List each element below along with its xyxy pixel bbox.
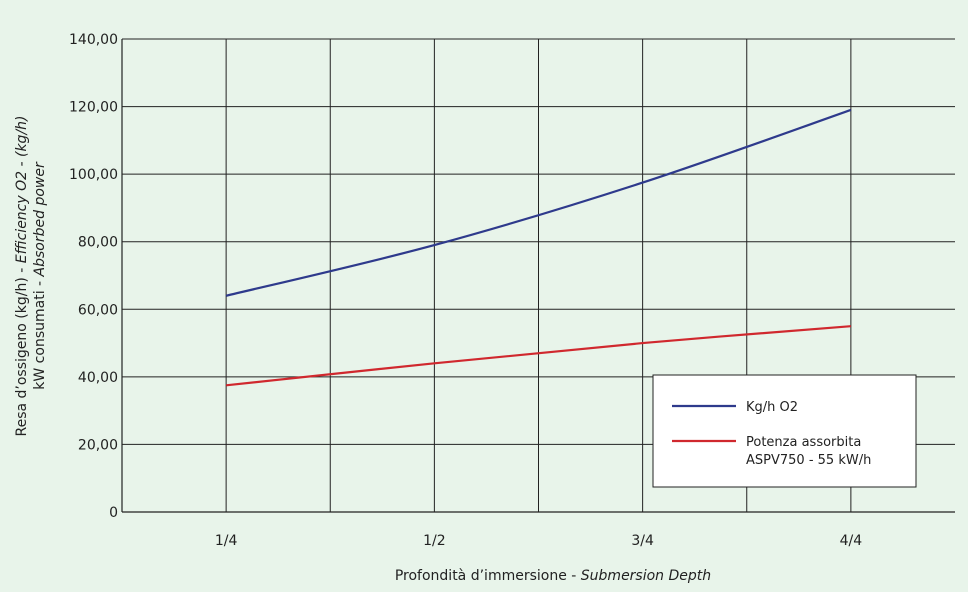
y-tick-label: 60,00 [78, 302, 118, 318]
y-tick-label: 80,00 [78, 235, 118, 251]
legend-label-power-line2: ASPV750 - 55 kW/h [746, 453, 871, 468]
y-axis-title-line1: Resa d’ossigeno (kg/h) - Efficiency O2 -… [14, 116, 30, 437]
y-axis-title-line1-italic: Efficiency O2 - (kg/h) [14, 116, 30, 264]
x-axis-title: Profondità d’immersione - Submersion Dep… [395, 568, 711, 584]
y-tick-label: 120,00 [69, 100, 118, 116]
x-tick-label: 4/4 [840, 533, 863, 549]
y-axis-title-line2-main: kW consumati - [32, 276, 48, 389]
legend-label-kg-o2: Kg/h O2 [746, 400, 798, 415]
legend-box [653, 375, 916, 487]
x-axis-title-main: Profondità d’immersione - [395, 568, 581, 584]
y-tick-label: 0 [109, 505, 118, 521]
y-tick-label: 100,00 [69, 167, 118, 183]
x-tick-label: 1/2 [423, 533, 446, 549]
legend-label-power-line1: Potenza assorbita [746, 435, 861, 450]
y-tick-label: 20,00 [78, 437, 118, 453]
y-axis-title-line2: kW consumati - Absorbed power [32, 161, 48, 390]
x-axis-title-italic: Submersion Depth [581, 568, 711, 584]
x-tick-label: 3/4 [631, 533, 654, 549]
y-tick-label: 140,00 [69, 32, 118, 48]
x-tick-label: 1/4 [215, 533, 238, 549]
y-axis-title-line1-main: Resa d’ossigeno (kg/h) - [14, 263, 30, 436]
legend: Kg/h O2 Potenza assorbita ASPV750 - 55 k… [653, 375, 916, 487]
y-tick-label: 40,00 [78, 370, 118, 386]
y-axis-title-line2-italic: Absorbed power [32, 161, 48, 277]
